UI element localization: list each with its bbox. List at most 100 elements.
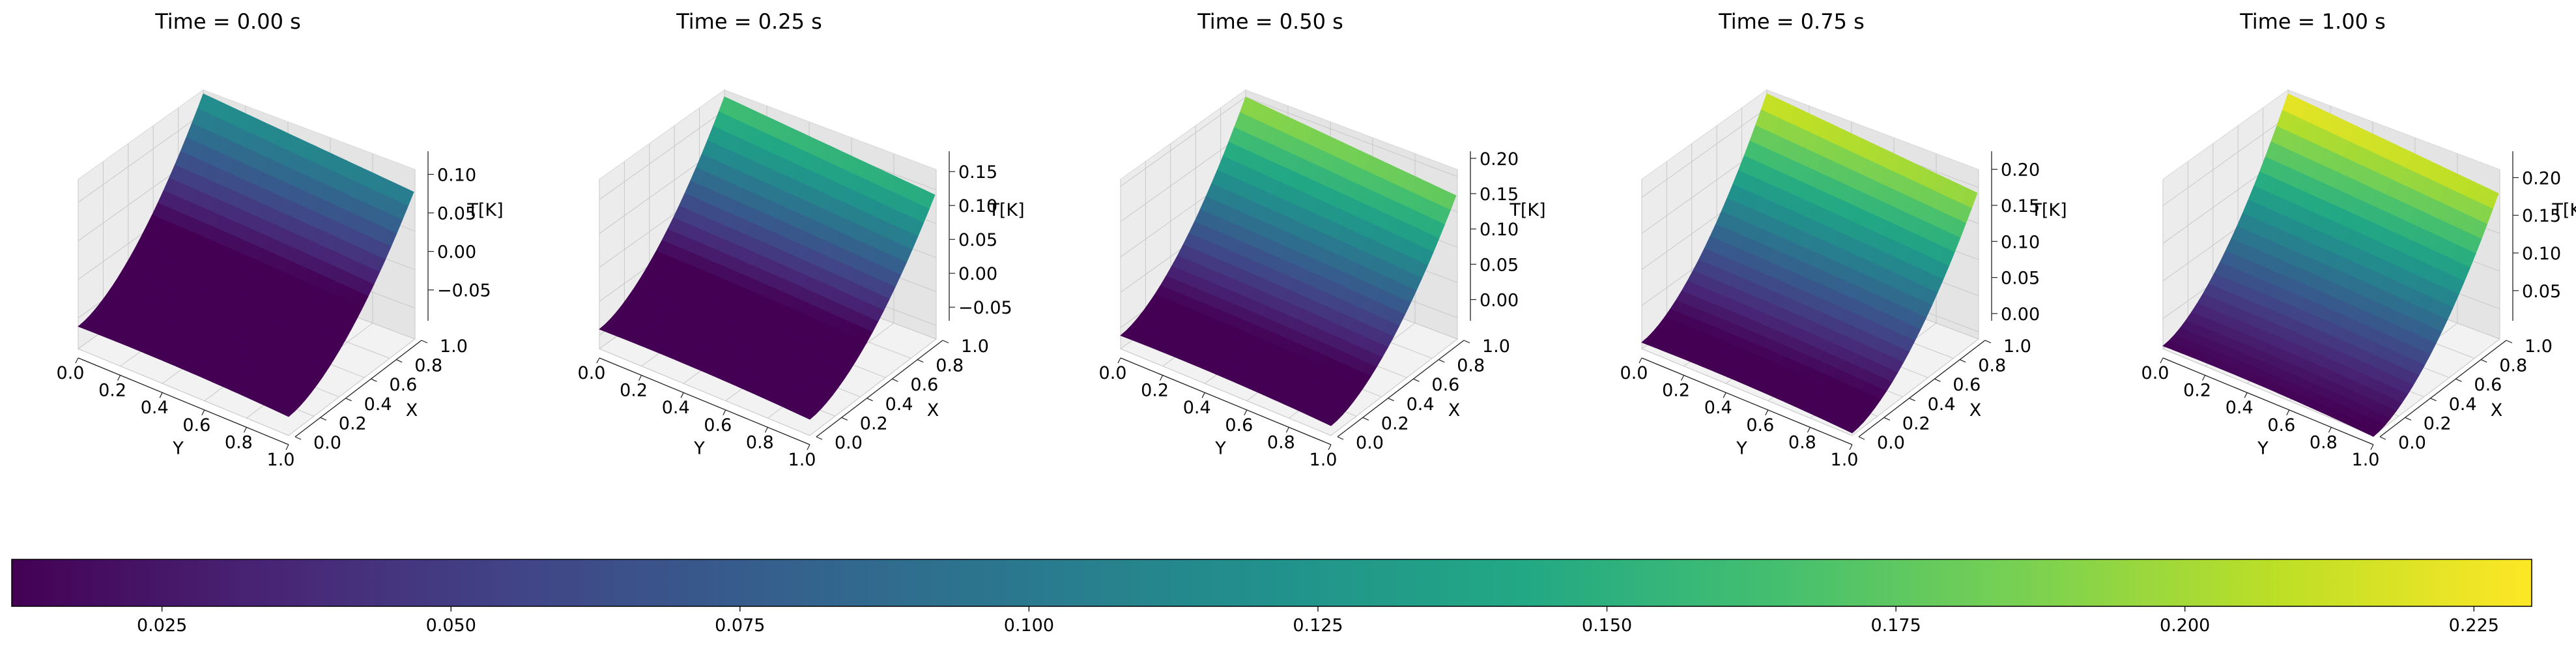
x-tick <box>1362 417 1369 421</box>
x-tick-label: 1.0 <box>961 336 989 357</box>
gridline <box>288 338 416 436</box>
y-tick-label: 0.4 <box>662 398 690 418</box>
x-tick <box>395 359 403 363</box>
y-tick <box>1849 444 1853 451</box>
x-tick <box>1858 436 1865 440</box>
gridline <box>1641 348 1853 436</box>
y-tick <box>680 392 684 398</box>
y-tick-label: 0.2 <box>1141 381 1169 401</box>
panel-title: Time = 0.50 s <box>1197 9 1343 34</box>
surface-3 <box>1641 93 1978 434</box>
y-tick <box>638 375 642 381</box>
x-axis-line <box>816 340 943 437</box>
y-tick <box>1285 427 1289 433</box>
x-tick <box>2480 359 2487 363</box>
x-tick <box>1934 378 1941 382</box>
x-tick-label: 0.2 <box>1902 413 1930 434</box>
y-tick-label: 0.4 <box>141 398 169 418</box>
y-tick-label: 0.6 <box>1746 415 1774 436</box>
surface-patch <box>1321 416 1338 426</box>
x-axis-label: X <box>1448 400 1461 421</box>
z-tick-label: 0.20 <box>2522 168 2561 188</box>
y-tick <box>1244 409 1248 416</box>
z-tick-label: 0.10 <box>2522 244 2561 264</box>
panel-1: 0.00.20.40.60.81.0Y 0.00.20.40.60.81.0X−0… <box>578 9 1025 470</box>
y-tick <box>2244 392 2248 398</box>
y-axis-line <box>599 357 810 445</box>
axes-lines-3: 0.00.20.40.60.81.0Y 0.00.20.40.60.81.0X0.… <box>1620 151 2067 470</box>
y-tick <box>285 444 289 451</box>
y-tick <box>117 375 121 381</box>
colorbar-fill <box>11 559 2532 607</box>
z-axis-label: T[K] <box>988 200 1024 220</box>
colorbar-tick-label: 0.075 <box>715 615 765 636</box>
x-tick-label: 0.4 <box>364 394 392 415</box>
y-tick <box>1639 357 1642 364</box>
y-tick <box>1681 375 1685 381</box>
gridline <box>1120 348 1332 436</box>
y-tick-label: 1.0 <box>788 450 816 470</box>
x-tick-label: 0.6 <box>2474 375 2502 395</box>
x-axis-line <box>294 340 422 437</box>
x-tick <box>1984 340 1992 344</box>
x-tick-label: 0.2 <box>860 413 888 434</box>
y-tick <box>2202 375 2206 381</box>
x-tick <box>1959 359 1966 363</box>
y-axis-label: Y <box>1214 439 1226 459</box>
y-tick-label: 0.0 <box>57 363 85 383</box>
gridline <box>809 338 937 436</box>
y-tick <box>201 409 205 416</box>
y-tick <box>1201 392 1205 398</box>
colorbar-tick-label: 0.200 <box>2160 615 2210 636</box>
z-tick-label: 0.10 <box>1480 220 1519 240</box>
x-tick-label: 0.2 <box>2424 413 2452 434</box>
y-tick <box>1117 357 1121 364</box>
x-tick <box>1337 436 1344 440</box>
y-tick-label: 0.8 <box>1788 432 1816 452</box>
x-tick <box>1883 417 1891 421</box>
y-tick-label: 0.4 <box>1183 398 1211 418</box>
z-axis-label: T[K] <box>2030 200 2067 220</box>
y-tick-label: 1.0 <box>267 450 295 470</box>
y-tick <box>596 357 600 364</box>
z-tick-label: 0.00 <box>2001 304 2040 325</box>
y-tick-label: 0.4 <box>2225 398 2254 418</box>
x-axis-label: X <box>406 400 418 421</box>
y-tick-label: 0.8 <box>1267 432 1295 452</box>
y-tick-label: 0.4 <box>1704 398 1732 418</box>
z-tick-label: 0.05 <box>437 204 476 224</box>
y-tick <box>1160 375 1164 381</box>
y-tick <box>764 427 768 433</box>
y-tick-label: 0.8 <box>225 432 253 452</box>
y-tick <box>723 409 726 416</box>
y-tick-label: 1.0 <box>1309 450 1338 470</box>
y-tick <box>1807 427 1810 433</box>
y-tick <box>807 444 810 451</box>
x-axis-line <box>1337 340 1465 437</box>
x-tick-label: 1.0 <box>440 336 468 357</box>
axes-lines-0: 0.00.20.40.60.81.0Y 0.00.20.40.60.81.0X−0… <box>57 151 504 470</box>
x-tick <box>2455 378 2462 382</box>
z-axis-label: T[K] <box>466 200 503 220</box>
colorbar-tick-label: 0.225 <box>2449 615 2499 636</box>
x-tick <box>2379 436 2386 440</box>
y-tick-label: 0.6 <box>2267 415 2295 436</box>
z-tick-label: 0.10 <box>958 196 997 216</box>
y-tick-label: 0.8 <box>2310 432 2338 452</box>
x-tick <box>371 378 377 382</box>
y-tick <box>2160 357 2164 364</box>
y-tick-label: 0.6 <box>704 415 732 436</box>
x-tick-label: 0.8 <box>414 356 442 376</box>
x-tick-label: 0.0 <box>835 433 863 453</box>
surface-4 <box>2162 93 2499 437</box>
x-tick-label: 1.0 <box>1482 336 1510 357</box>
y-axis-label: Y <box>693 439 705 459</box>
colorbar-tick-label: 0.150 <box>1582 615 1632 636</box>
y-axis-label: Y <box>172 439 184 459</box>
colorbar-tick-label: 0.025 <box>137 615 187 636</box>
z-axis-label: T[K] <box>1509 200 1545 220</box>
y-tick-label: 0.6 <box>182 415 210 436</box>
x-tick-label: 0.8 <box>2499 356 2527 376</box>
x-tick-label: 0.6 <box>910 375 938 395</box>
